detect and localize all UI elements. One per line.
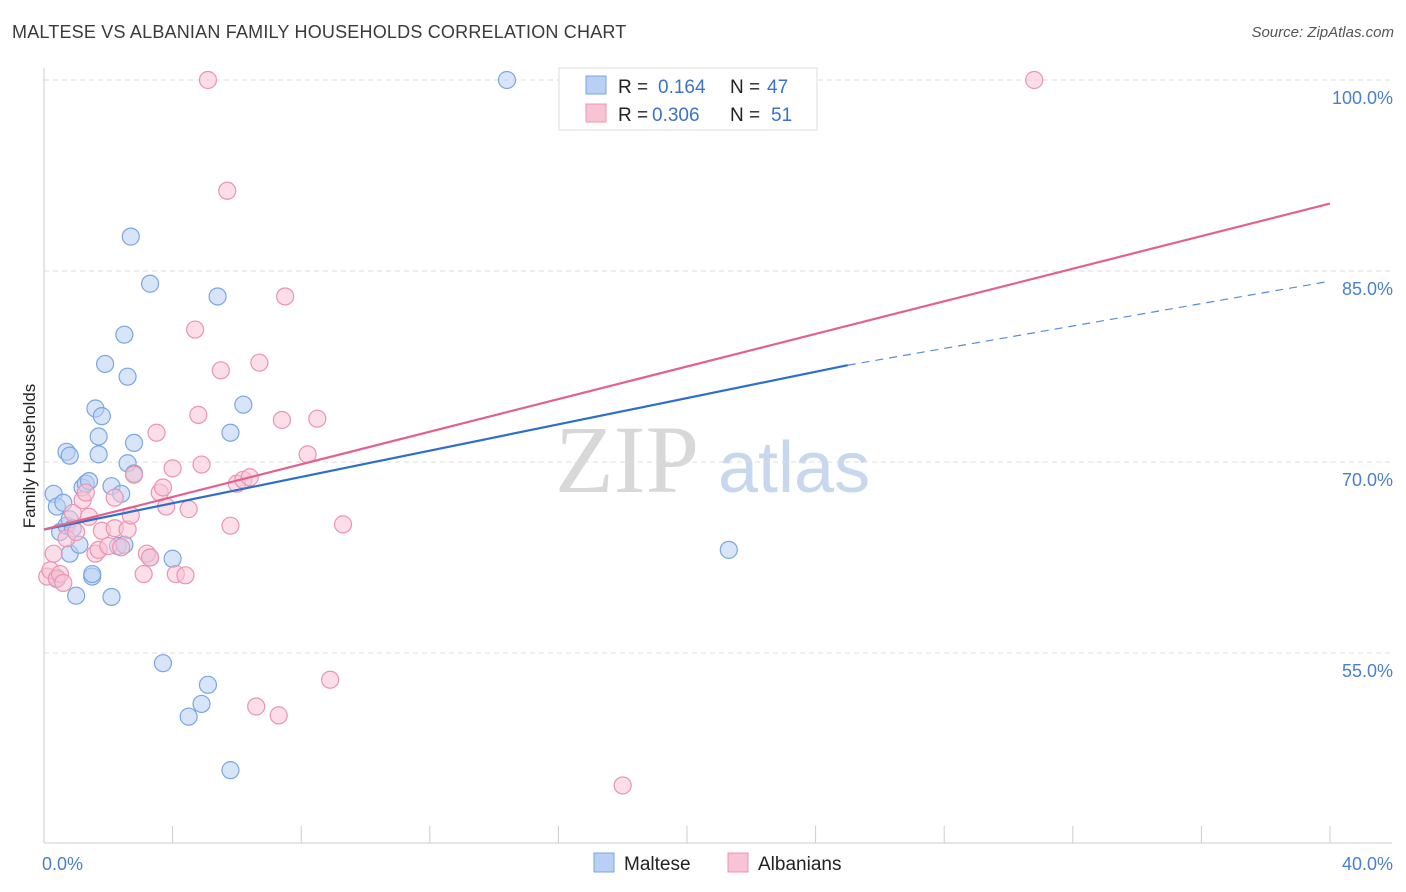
point-maltese-35 (163, 549, 182, 568)
point-albanian-39 (221, 516, 240, 535)
legend-n-label-albanians: N = (730, 105, 760, 126)
point-maltese-44 (497, 70, 517, 90)
point-albanian-53 (1025, 70, 1044, 90)
point-albanian-51 (333, 515, 353, 534)
point-maltese-43 (234, 395, 253, 414)
point-albanian-10 (76, 483, 95, 502)
point-albanian-49 (308, 409, 327, 428)
point-maltese-42 (221, 761, 240, 780)
point-albanian-34 (189, 405, 208, 424)
chart-source: Source: ZipAtlas.com (1251, 24, 1394, 41)
point-maltese-16 (83, 564, 102, 584)
legend-r-value-maltese: 0.164 (658, 77, 706, 98)
point-maltese-37 (179, 707, 198, 726)
trendline-maltese-extension (847, 280, 1331, 366)
point-albanian-44 (250, 353, 269, 372)
point-albanian-52 (613, 776, 632, 795)
point-albanian-25 (147, 423, 166, 442)
trendline-albanians (43, 202, 1331, 531)
point-maltese-19 (89, 445, 108, 464)
point-maltese-32 (124, 433, 144, 452)
legend-r-label-maltese: R = (618, 77, 648, 98)
point-maltese-36 (153, 654, 173, 673)
point-maltese-41 (221, 423, 240, 442)
point-maltese-38 (192, 694, 211, 714)
point-maltese-40 (208, 287, 227, 306)
point-albanian-16 (105, 488, 124, 507)
point-albanian-27 (153, 478, 173, 497)
point-albanian-18 (112, 538, 131, 557)
y-tick-label-70: 70.0% (1342, 470, 1393, 490)
point-maltese-8 (67, 586, 86, 605)
point-maltese-39 (198, 675, 218, 694)
point-albanian-37 (211, 361, 230, 380)
bottom-legend-label-maltese: Maltese (624, 854, 691, 875)
y-axis-label: Family Households (20, 384, 39, 529)
legend-r-label-albanians: R = (618, 105, 648, 126)
point-maltese-30 (121, 227, 140, 246)
point-maltese-23 (102, 587, 121, 607)
point-albanian-8 (67, 522, 86, 542)
y-tick-label-55: 55.0% (1342, 661, 1393, 681)
watermark: ZIP atlas (555, 406, 870, 513)
point-albanian-50 (321, 670, 340, 689)
point-maltese-21 (95, 354, 115, 374)
point-maltese-11 (60, 446, 79, 465)
point-albanian-35 (192, 455, 211, 474)
watermark-zip: ZIP (555, 406, 699, 513)
point-albanian-22 (134, 564, 153, 584)
point-albanian-32 (179, 500, 198, 519)
grid-layer (44, 79, 1392, 654)
x-tick-label-0: 0.0% (42, 854, 83, 874)
point-albanian-33 (186, 320, 205, 339)
trend-layer (43, 202, 1331, 531)
y-tick-label-100: 100.0% (1332, 88, 1393, 108)
x-tick-label-40: 40.0% (1342, 854, 1393, 874)
point-albanian-43 (247, 697, 266, 716)
point-maltese-33 (140, 274, 160, 293)
trendline-maltese (43, 364, 848, 531)
point-albanian-21 (124, 465, 144, 484)
bottom-legend-swatch-albanians (727, 852, 749, 873)
point-albanian-36 (198, 70, 218, 90)
axis-layer (43, 68, 1392, 844)
point-maltese-28 (118, 367, 137, 386)
legend-box: R = 0.164 N = 47 R = 0.306 N = 51 (558, 67, 818, 131)
legend-n-label-maltese: N = (730, 77, 760, 98)
watermark-atlas: atlas (718, 428, 870, 508)
legend-n-value-albanians: 51 (771, 105, 792, 126)
point-maltese-18 (89, 427, 108, 446)
points-layer (38, 70, 1044, 795)
point-maltese-27 (115, 325, 134, 344)
bottom-legend-label-albanians: Albanians (758, 854, 841, 875)
point-albanian-47 (276, 287, 295, 306)
bottom-legend-swatch-maltese (593, 852, 615, 873)
point-albanian-2 (44, 544, 63, 563)
point-albanian-29 (163, 459, 182, 478)
point-albanian-24 (140, 548, 160, 567)
y-tick-label-85: 85.0% (1342, 279, 1393, 299)
chart-title: MALTESE VS ALBANIAN FAMILY HOUSEHOLDS CO… (12, 22, 627, 42)
point-albanian-38 (218, 181, 237, 200)
point-albanian-5 (54, 573, 73, 593)
legend-swatch-albanians (585, 103, 607, 123)
legend-swatch-maltese (585, 75, 607, 95)
legend-r-value-albanians: 0.306 (652, 105, 700, 126)
tick-label-layer: 100.0% 85.0% 70.0% 55.0% 0.0% 40.0% (42, 88, 1393, 874)
bottom-legend: Maltese Albanians (593, 852, 841, 875)
point-albanian-45 (269, 706, 288, 725)
point-albanian-31 (176, 566, 195, 585)
legend-n-value-maltese: 47 (767, 77, 788, 98)
point-albanian-46 (272, 410, 292, 430)
point-maltese-20 (92, 407, 111, 426)
point-maltese-45 (719, 540, 738, 559)
